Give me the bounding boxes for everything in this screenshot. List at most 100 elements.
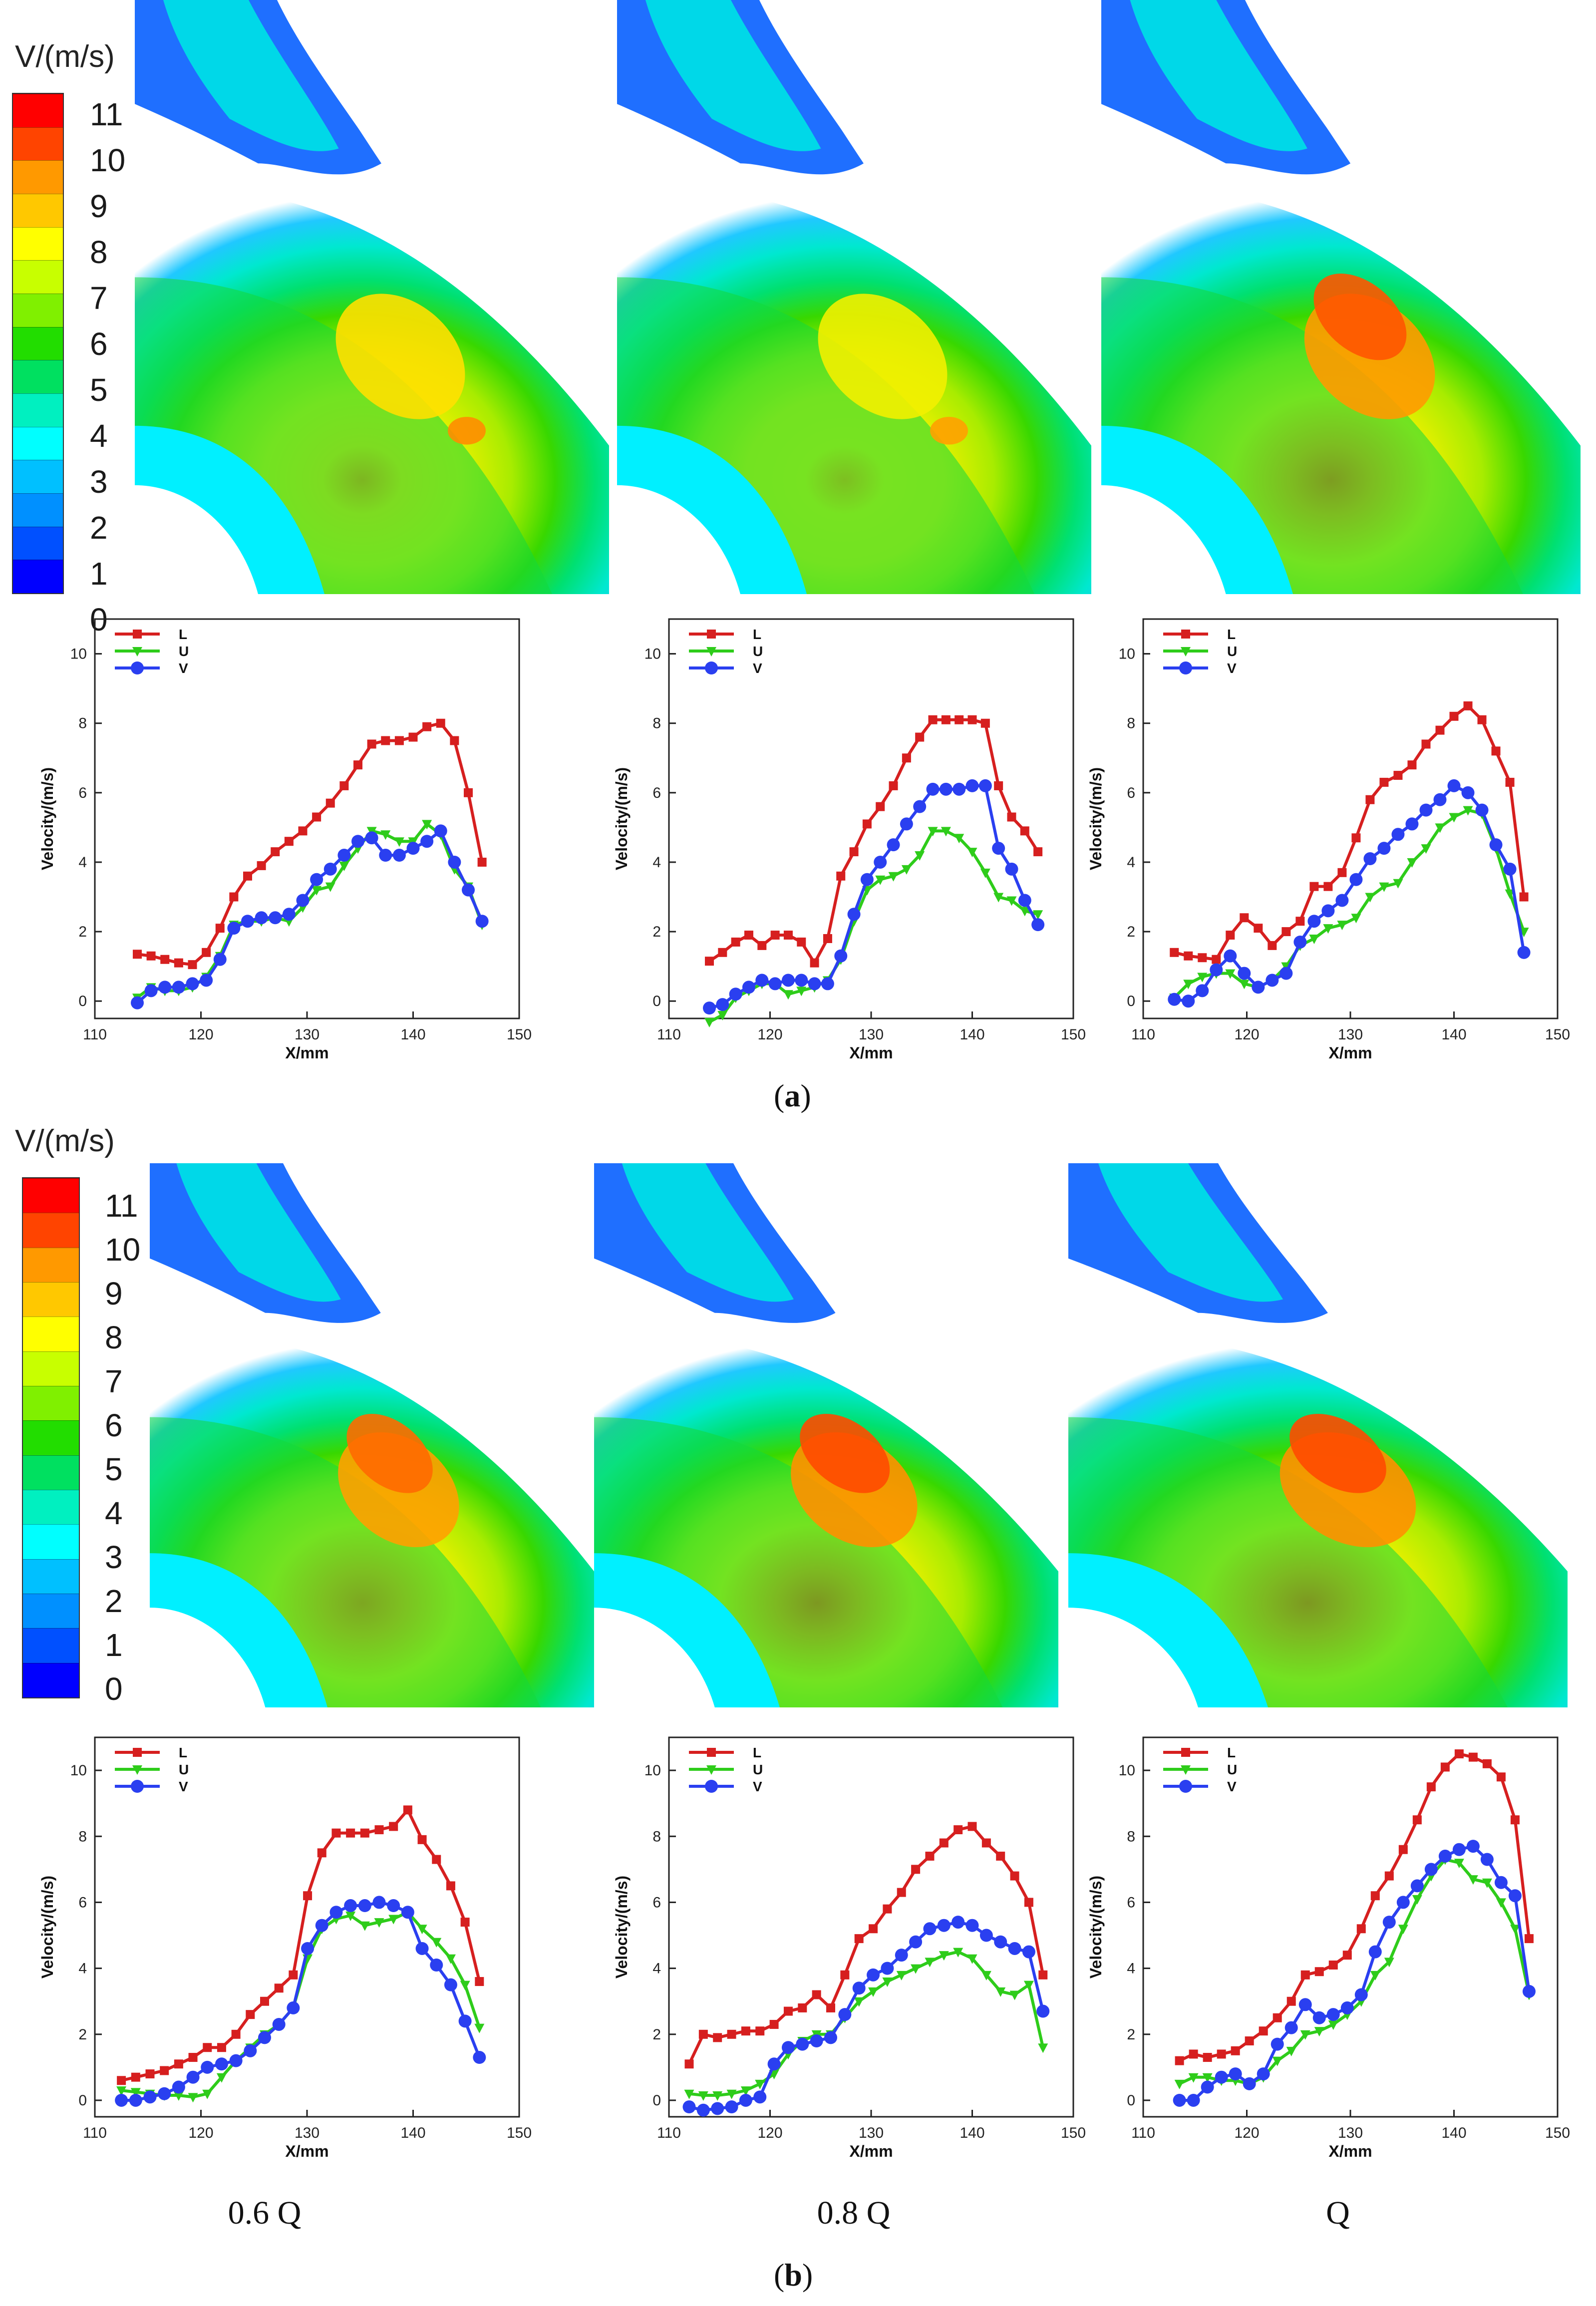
data-point-L	[1273, 2013, 1282, 2022]
data-point-L	[146, 951, 156, 961]
line-chart-a-08q: 110 120 130 140 150 0 2 4 6 8 10 X/mm Velocity/(m/s)…	[613, 618, 1086, 1062]
legend-label-U: U	[179, 644, 189, 659]
data-point-L	[271, 847, 280, 857]
data-point-V	[810, 2034, 823, 2047]
x-tick-label: 140	[959, 1026, 984, 1043]
data-point-V	[1410, 1879, 1424, 1893]
data-point-V	[1201, 2080, 1214, 2094]
contour-core	[346, 1413, 433, 1493]
data-point-V	[255, 911, 268, 925]
data-point-U	[445, 1954, 456, 1964]
x-axis-label: X/mm	[849, 2142, 893, 2160]
data-point-V	[475, 915, 489, 928]
data-point-V	[937, 1919, 951, 1932]
data-point-L	[317, 1848, 326, 1858]
data-point-L	[353, 760, 362, 770]
legend-label-L: L	[179, 1745, 187, 1760]
plot-frame	[94, 1736, 520, 2118]
data-point-U	[1468, 1875, 1478, 1885]
data-point-V	[781, 2041, 795, 2054]
contour-channel-core	[176, 1163, 341, 1302]
x-tick-label: 150	[1545, 2125, 1570, 2141]
colorbar-tick-label: 3	[105, 1539, 123, 1575]
colorbar-swatch	[13, 260, 63, 294]
data-point-V	[852, 1981, 866, 1995]
colorbar-swatch	[23, 1662, 79, 1697]
y-tick-label: 6	[78, 785, 87, 801]
data-point-U	[359, 1921, 370, 1931]
data-point-U	[1009, 1990, 1020, 2000]
contour-core	[800, 1413, 890, 1493]
data-point-L	[1407, 760, 1417, 770]
data-point-V	[1210, 963, 1223, 977]
data-point-V	[909, 1935, 923, 1949]
data-point-L	[1175, 2056, 1184, 2065]
data-point-L	[215, 924, 225, 933]
x-tick-label: 110	[657, 2125, 681, 2141]
contour-b-08q	[594, 1163, 1058, 1707]
y-tick-label: 0	[78, 993, 87, 1009]
data-point-L	[1295, 917, 1305, 926]
y-tick-label: 8	[1127, 715, 1135, 732]
data-point-V	[1182, 994, 1195, 1008]
data-point-U	[325, 882, 335, 892]
legend-marker-L	[133, 630, 142, 639]
contour-hub-blank	[617, 485, 740, 594]
data-point-L	[446, 1881, 455, 1891]
data-point-U	[1197, 973, 1208, 983]
contour-field	[1068, 1163, 1568, 1707]
data-point-L	[797, 937, 806, 947]
data-point-V	[1005, 862, 1018, 876]
series-line-U	[136, 822, 484, 999]
data-point-V	[1271, 2037, 1284, 2051]
data-point-V	[115, 2093, 128, 2107]
data-point-L	[1268, 941, 1277, 950]
x-tick-label: 120	[188, 2125, 213, 2141]
data-point-V	[753, 2090, 767, 2104]
data-point-L	[1379, 777, 1389, 787]
y-axis-label: Velocity/(m/s)	[38, 1876, 56, 1978]
data-point-U	[901, 865, 912, 875]
data-point-V	[1224, 949, 1237, 963]
legend-marker-U	[132, 647, 142, 657]
data-point-L	[160, 955, 170, 964]
y-tick-label: 4	[1127, 854, 1135, 871]
data-point-L	[810, 958, 819, 968]
data-point-V	[1494, 1876, 1508, 1889]
condition-label-08q: 0.8 Q	[817, 2195, 891, 2231]
data-point-V	[781, 974, 795, 987]
data-point-V	[272, 2017, 286, 2031]
colorbar-tick-label: 2	[105, 1583, 123, 1619]
colorbar-tick-label: 4	[105, 1495, 123, 1531]
data-point-V	[994, 1935, 1007, 1949]
data-point-V	[1022, 1945, 1035, 1959]
colorbar-tick-label: 10	[105, 1232, 141, 1268]
data-point-L	[1300, 1970, 1310, 1979]
y-tick-label: 10	[644, 1762, 661, 1779]
colorbar-tick-label: 0	[105, 1671, 123, 1707]
contour-blank-region	[1218, 1163, 1568, 1572]
data-point-U	[374, 1918, 384, 1928]
colorbar-swatch	[23, 1524, 79, 1559]
contour-hub-blank	[135, 485, 258, 594]
data-point-U	[1435, 823, 1445, 833]
data-point-V	[1173, 2093, 1186, 2107]
data-point-U	[755, 2079, 765, 2089]
data-point-L	[1226, 931, 1235, 940]
data-point-V	[430, 1959, 443, 1972]
data-point-U	[422, 820, 432, 830]
legend-marker-L	[1181, 630, 1190, 639]
data-point-L	[757, 941, 767, 950]
data-point-U	[796, 987, 807, 996]
data-point-V	[1391, 828, 1405, 841]
data-point-U	[980, 868, 990, 878]
y-tick-label: 0	[652, 993, 661, 1009]
data-point-L	[1449, 711, 1459, 721]
contour-core	[1313, 274, 1407, 360]
data-point-L	[954, 1825, 963, 1835]
x-tick-label: 110	[1131, 1026, 1155, 1043]
data-point-L	[417, 1835, 427, 1844]
data-point-L	[1505, 777, 1515, 787]
data-point-U	[394, 837, 404, 847]
legend-marker-U	[132, 1765, 142, 1775]
